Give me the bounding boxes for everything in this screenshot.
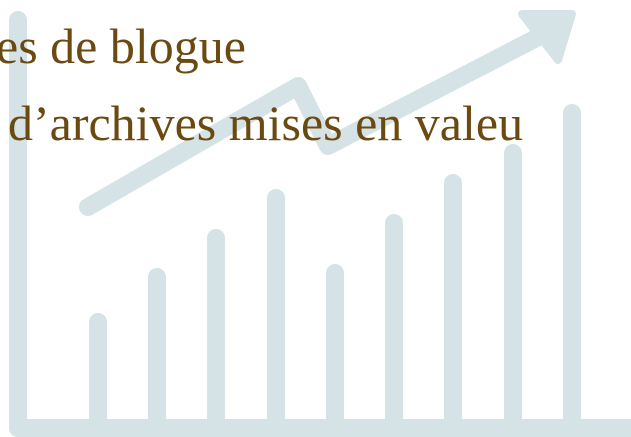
arrow-head [518, 10, 576, 64]
trend-arrow [79, 23, 557, 216]
heading-line: d’archives mises en valeu [8, 95, 523, 151]
growth-chart-icon [9, 10, 631, 437]
heading-line: es de blogue [0, 18, 246, 74]
